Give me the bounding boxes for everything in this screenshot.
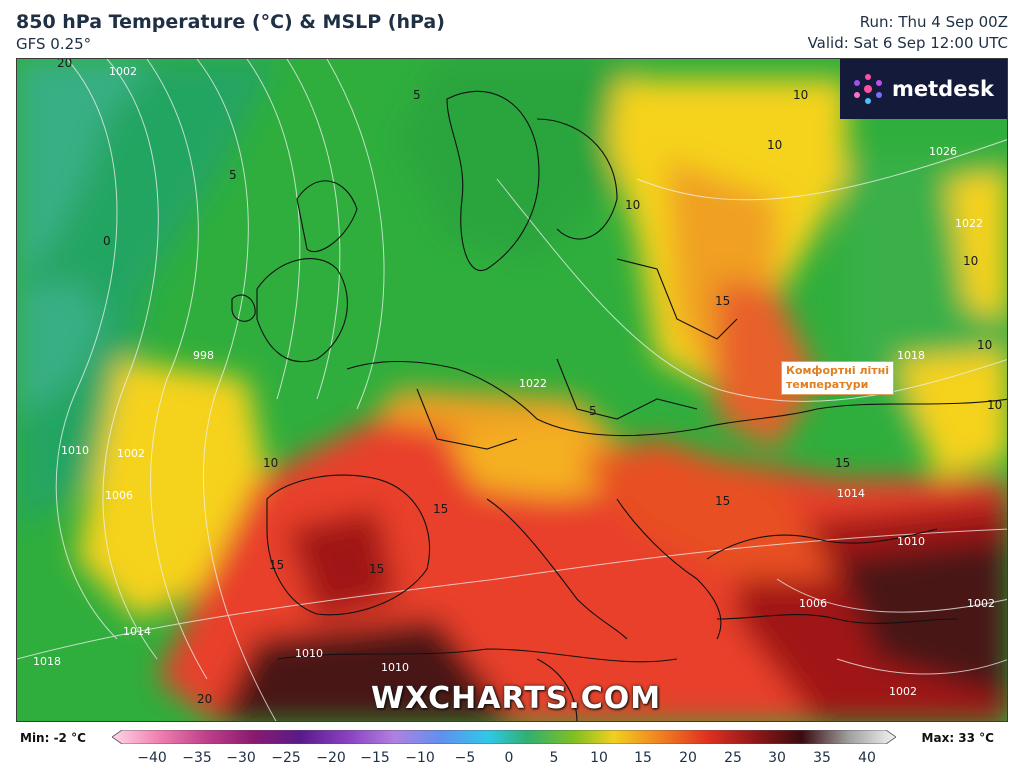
isobar-label: 1010 bbox=[295, 647, 323, 660]
scale-tick: −20 bbox=[316, 750, 346, 766]
temp-label: 5 bbox=[589, 404, 597, 418]
temp-label: 5 bbox=[413, 88, 421, 102]
coastlines bbox=[231, 90, 1007, 721]
temp-label: 20 bbox=[197, 692, 212, 706]
temp-label: 15 bbox=[715, 294, 730, 308]
temp-label: 10 bbox=[767, 138, 782, 152]
temp-label: 10 bbox=[963, 254, 978, 268]
color-scale-bar bbox=[112, 730, 896, 744]
run-time: Run: Thu 4 Sep 00Z bbox=[859, 13, 1008, 31]
isobar-label: 1006 bbox=[105, 489, 133, 502]
temp-label: 10 bbox=[263, 456, 278, 470]
temp-label: 0 bbox=[103, 234, 111, 248]
color-scale-ticks: −40 −35 −30 −25 −20 −15 −10 −5 0 5 10 15… bbox=[0, 750, 1024, 770]
isobar-label: 1010 bbox=[381, 661, 409, 674]
temp-label: 15 bbox=[369, 562, 384, 576]
scale-tick: 0 bbox=[504, 750, 514, 766]
min-temperature-label: Min: -2 °C bbox=[20, 731, 86, 745]
chart-title: 850 hPa Temperature (°C) & MSLP (hPa) bbox=[16, 11, 445, 33]
scale-tick: −35 bbox=[182, 750, 212, 766]
scale-tick: −5 bbox=[454, 750, 476, 766]
isobar-label: 1002 bbox=[967, 597, 995, 610]
scale-tick: −10 bbox=[405, 750, 435, 766]
temp-label: 20 bbox=[57, 59, 72, 70]
scale-tick: 30 bbox=[768, 750, 786, 766]
scale-tick: 20 bbox=[679, 750, 697, 766]
temp-label: 10 bbox=[987, 398, 1002, 412]
isobar-label: 1026 bbox=[929, 145, 957, 158]
isobar-lines bbox=[17, 59, 1007, 721]
scale-tick: 25 bbox=[724, 750, 742, 766]
temp-label: 10 bbox=[793, 88, 808, 102]
scale-tick: 35 bbox=[813, 750, 831, 766]
scale-tick: −30 bbox=[226, 750, 256, 766]
isobar-label: 1010 bbox=[61, 444, 89, 457]
isobar-label-group: 1002 998 1010 1002 1006 1014 1018 1010 1… bbox=[33, 65, 995, 698]
scale-tick: 10 bbox=[590, 750, 608, 766]
isobar-label: 1022 bbox=[519, 377, 547, 390]
scale-tick: 15 bbox=[634, 750, 652, 766]
scale-tick: 40 bbox=[858, 750, 876, 766]
annotation-callout: Комфортні літні температури bbox=[781, 361, 895, 395]
isobar-label: 1002 bbox=[109, 65, 137, 78]
wxcharts-watermark: WXCHARTS.COM bbox=[371, 681, 662, 716]
weather-map: 1002 998 1010 1002 1006 1014 1018 1010 1… bbox=[16, 58, 1008, 722]
temp-label: 15 bbox=[433, 502, 448, 516]
temp-label: 15 bbox=[715, 494, 730, 508]
metdesk-logo-icon bbox=[854, 74, 882, 104]
scale-tick: −25 bbox=[271, 750, 301, 766]
annotation-line-2: температури bbox=[786, 378, 869, 391]
max-temperature-label: Max: 33 °C bbox=[921, 731, 994, 745]
annotation-line-1: Комфортні літні bbox=[786, 364, 890, 377]
isobar-label: 1002 bbox=[889, 685, 917, 698]
metdesk-logo-text: metdesk bbox=[892, 77, 994, 101]
valid-time: Valid: Sat 6 Sep 12:00 UTC bbox=[807, 34, 1008, 52]
model-subtitle: GFS 0.25° bbox=[16, 35, 92, 53]
isobar-label: 1002 bbox=[117, 447, 145, 460]
metdesk-logo: metdesk bbox=[840, 59, 1007, 119]
temp-label: 15 bbox=[835, 456, 850, 470]
temperature-label-group: 20 0 5 5 10 5 10 15 10 10 10 15 15 15 15… bbox=[57, 59, 1002, 706]
isobar-label: 1014 bbox=[837, 487, 865, 500]
isobar-label: 1022 bbox=[955, 217, 983, 230]
scale-tick: −15 bbox=[360, 750, 390, 766]
isobar-label: 1018 bbox=[33, 655, 61, 668]
scale-tick: −40 bbox=[137, 750, 167, 766]
temp-label: 10 bbox=[977, 338, 992, 352]
isobar-label: 998 bbox=[193, 349, 214, 362]
isobar-label: 1010 bbox=[897, 535, 925, 548]
isobar-label: 1006 bbox=[799, 597, 827, 610]
temp-label: 5 bbox=[229, 168, 237, 182]
scale-tick: 5 bbox=[549, 750, 559, 766]
isobar-label: 1018 bbox=[897, 349, 925, 362]
temp-label: 15 bbox=[269, 558, 284, 572]
header-left: 850 hPa Temperature (°C) & MSLP (hPa) GF… bbox=[16, 10, 445, 54]
header-right: Run: Thu 4 Sep 00Z Valid: Sat 6 Sep 12:0… bbox=[808, 12, 1008, 54]
isobar-label: 1014 bbox=[123, 625, 151, 638]
temp-label: 10 bbox=[625, 198, 640, 212]
